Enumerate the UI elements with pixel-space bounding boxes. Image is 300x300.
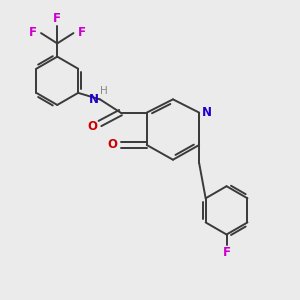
Text: N: N — [202, 106, 212, 119]
Text: O: O — [88, 120, 98, 133]
Text: F: F — [29, 26, 37, 39]
Text: H: H — [100, 85, 107, 95]
Text: F: F — [223, 246, 231, 259]
Text: F: F — [53, 12, 61, 25]
Text: O: O — [107, 139, 117, 152]
Text: F: F — [78, 26, 86, 39]
Text: N: N — [88, 93, 98, 106]
